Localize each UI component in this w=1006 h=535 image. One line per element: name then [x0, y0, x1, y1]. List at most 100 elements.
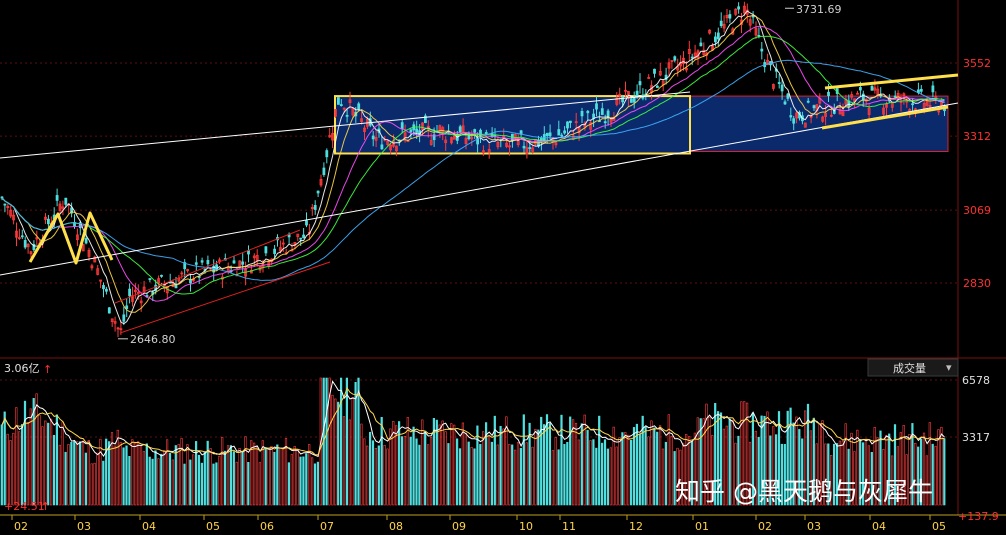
candle-body — [522, 145, 526, 149]
volume-bar — [600, 442, 604, 506]
candle-body — [322, 167, 326, 176]
volume-bar — [844, 423, 847, 506]
candle-body — [673, 56, 677, 61]
candle-body — [716, 32, 720, 40]
volume-bar — [41, 426, 44, 506]
candle-body — [99, 279, 102, 282]
month-label: 05 — [932, 520, 946, 533]
volume-bar — [534, 429, 537, 506]
candle-body — [566, 121, 569, 129]
volume-bar — [244, 436, 247, 506]
candle-body — [386, 140, 390, 146]
month-label: 12 — [629, 520, 643, 533]
volume-bar — [348, 419, 351, 506]
candle-body — [618, 93, 622, 97]
volume-bar — [786, 410, 789, 506]
candle-body — [528, 147, 532, 149]
volume-bar — [725, 425, 728, 506]
volume-bar — [386, 448, 389, 506]
volume-bar — [867, 445, 870, 506]
volume-bar — [276, 444, 279, 506]
candle-body — [653, 68, 656, 74]
candle-body — [125, 305, 129, 310]
volume-bars — [0, 377, 946, 506]
volume-bar — [334, 398, 337, 506]
volume-bar — [609, 447, 612, 506]
candle-body — [29, 251, 33, 255]
volume-bar — [224, 450, 227, 506]
volume-bar — [722, 428, 725, 506]
candle-body — [464, 137, 468, 144]
volume-bar — [290, 454, 293, 506]
volume-bar — [93, 462, 96, 506]
indicator-dropdown-label[interactable]: 成交量 — [893, 361, 926, 375]
volume-bar — [113, 445, 116, 506]
indicator-dropdown[interactable] — [867, 358, 959, 377]
candle-body — [81, 244, 85, 252]
candle-body — [200, 260, 204, 263]
volume-bar — [363, 438, 366, 506]
volume-bar — [302, 456, 305, 506]
volume-bar — [885, 435, 888, 506]
volume-bar — [661, 448, 665, 506]
volume-bar — [473, 448, 476, 506]
volume-bar — [99, 438, 102, 506]
volume-bar — [357, 377, 360, 506]
volume-bar — [670, 435, 673, 506]
candle-body — [342, 107, 346, 110]
volume-bar — [772, 426, 775, 506]
candle-body — [44, 216, 47, 220]
m-pattern — [28, 211, 114, 265]
candle-body — [722, 23, 726, 29]
long-trendline-upper — [0, 91, 691, 159]
candle-body — [212, 265, 216, 273]
volume-bar — [943, 438, 946, 506]
volume-bar — [574, 423, 578, 506]
volume-bar — [197, 454, 201, 506]
volume-bar — [908, 434, 911, 506]
candle-body — [473, 129, 477, 133]
candle-body — [107, 307, 111, 314]
volume-bar — [389, 428, 392, 506]
volume-bar — [798, 429, 801, 506]
volume-bar — [137, 441, 140, 506]
volume-bar — [482, 431, 485, 506]
candle-body — [334, 109, 337, 117]
volume-bar — [882, 449, 885, 506]
candle-body — [777, 82, 781, 84]
volume-bar — [458, 448, 462, 506]
candle-body — [719, 20, 723, 27]
volume-bar — [313, 463, 317, 506]
volume-bar — [166, 439, 169, 506]
candle-body — [6, 205, 10, 208]
volume-bar — [603, 439, 607, 506]
candle-body — [508, 145, 511, 148]
candle-body — [812, 105, 816, 109]
ma-line-20 — [1, 25, 945, 302]
candle-body — [139, 300, 143, 304]
candle-body — [32, 244, 36, 251]
candle-body — [421, 122, 424, 131]
volume-bar — [308, 444, 311, 506]
candle-body — [569, 120, 572, 123]
chevron-down-icon[interactable]: ▾ — [946, 361, 952, 374]
volume-bar — [319, 377, 322, 506]
volume-bar — [15, 407, 18, 506]
candle-body — [635, 90, 639, 97]
volume-bar — [496, 444, 499, 506]
volume-bar — [876, 437, 879, 506]
volume-bar — [102, 460, 105, 506]
volume-bar — [287, 462, 291, 506]
candle-body — [676, 66, 680, 71]
candle-body — [415, 128, 419, 133]
volume-bar — [47, 422, 50, 506]
volume-tick-label: 6578 — [962, 374, 990, 387]
volume-bar — [18, 431, 21, 506]
candle-body — [47, 218, 50, 225]
candle-body — [429, 140, 433, 145]
candle-body — [313, 205, 317, 210]
pattern-boxes — [334, 95, 949, 155]
volume-bar — [632, 427, 636, 506]
volume-bar — [922, 432, 926, 506]
volume-bar — [255, 446, 259, 506]
